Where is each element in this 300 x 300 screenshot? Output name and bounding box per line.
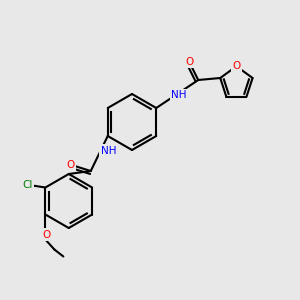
Text: Cl: Cl [22,179,33,190]
Text: O: O [232,61,241,71]
Text: NH: NH [100,146,116,155]
Text: NH: NH [172,90,187,100]
Text: O: O [67,160,75,170]
Text: O: O [42,230,50,239]
Text: O: O [185,57,194,67]
